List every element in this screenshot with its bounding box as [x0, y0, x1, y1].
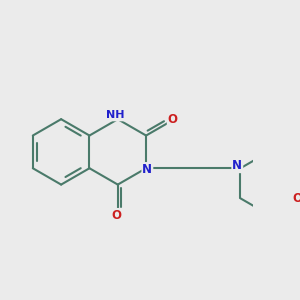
Text: N: N	[142, 163, 152, 176]
Text: O: O	[292, 192, 300, 205]
Text: O: O	[168, 113, 178, 126]
Text: N: N	[232, 159, 242, 172]
Text: NH: NH	[106, 110, 124, 120]
Text: O: O	[112, 209, 122, 222]
